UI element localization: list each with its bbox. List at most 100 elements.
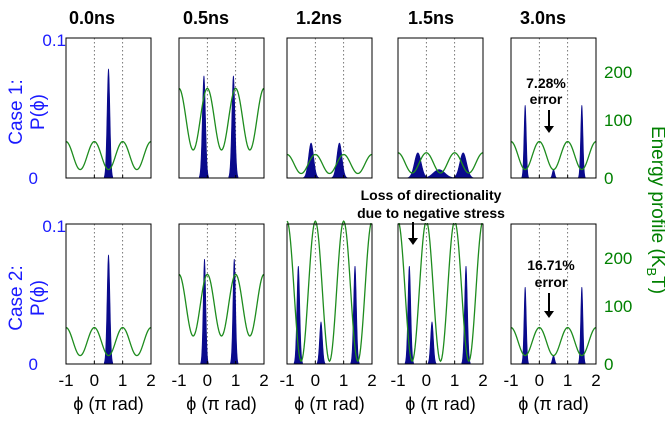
case-label-1: Case 1: xyxy=(6,79,27,144)
x-tick-label: 1 xyxy=(450,371,459,390)
panel-background xyxy=(398,224,483,364)
left-axis-labels: Case 1: P(ϕ) Case 2: P(ϕ) 0.1 0 0.1 0 xyxy=(6,31,66,374)
x-axis-label: ϕ (π rad) xyxy=(405,394,476,414)
energy-profile-line xyxy=(65,326,152,357)
panel-case2-0.5ns xyxy=(178,223,265,365)
x-axis-labels: -1 0 1 2ϕ (π rad)-1 0 1 2ϕ (π rad)-1 0 1 2ϕ (π ra… xyxy=(58,371,600,414)
right-tick-200-1: 200 xyxy=(604,63,632,82)
x-axis-label: ϕ (π rad) xyxy=(518,394,589,414)
x-tick-label: -1 xyxy=(279,371,294,390)
histogram-peak xyxy=(293,265,303,365)
energy-profile-line xyxy=(178,273,265,337)
panel-frame xyxy=(286,223,373,365)
panels xyxy=(65,37,597,365)
panel-frame xyxy=(65,223,152,365)
case2-error-word: error xyxy=(535,274,568,290)
panel-case1-1.5ns xyxy=(397,37,484,179)
col-title: 0.0ns xyxy=(69,8,115,28)
histogram-peak xyxy=(198,75,209,179)
x-tick-label: 0 xyxy=(203,371,212,390)
x-tick-label: 2 xyxy=(591,371,600,390)
energy-profile-line xyxy=(65,140,152,171)
energy-profile-line xyxy=(397,152,484,174)
right-axis-label-sub: B xyxy=(644,267,659,276)
right-tick-100-2: 100 xyxy=(604,297,632,316)
panel-case2-0.0ns xyxy=(65,223,152,365)
x-tick-label: 0 xyxy=(90,371,99,390)
x-tick-label: 2 xyxy=(259,371,268,390)
panel-background xyxy=(179,38,264,178)
histogram-peak xyxy=(350,265,360,365)
col-title: 3.0ns xyxy=(520,8,566,28)
panel-frame xyxy=(178,37,265,179)
right-tick-0-1: 0 xyxy=(604,169,613,188)
histogram-peak xyxy=(230,258,239,365)
col-title: 1.2ns xyxy=(296,8,342,28)
x-axis-label: ϕ (π rad) xyxy=(186,394,257,414)
panel-background xyxy=(287,38,372,178)
histogram-peak xyxy=(521,105,529,179)
x-axis-label: ϕ (π rad) xyxy=(73,394,144,414)
energy-profile-line xyxy=(286,220,373,363)
left-axis-label-2: P(ϕ) xyxy=(28,280,49,316)
panel-case1-0.5ns xyxy=(178,37,265,179)
col-title: 1.5ns xyxy=(408,8,454,28)
left-tick-zero-1: 0 xyxy=(29,169,38,188)
x-tick-label: 0 xyxy=(535,371,544,390)
panel-frame xyxy=(510,37,597,179)
right-axis-label-main: Energy profile (K xyxy=(647,126,665,268)
panel-frame xyxy=(397,223,484,365)
case1-error-arrowhead xyxy=(544,126,554,133)
x-tick-label: -1 xyxy=(58,371,73,390)
x-tick-label: 0 xyxy=(311,371,320,390)
right-axis-label-end: T) xyxy=(647,276,665,294)
panel-case2-1.2ns xyxy=(286,220,373,365)
energy-profile-line xyxy=(510,326,597,357)
col-title: 0.5ns xyxy=(183,8,229,28)
panel-background xyxy=(287,224,372,364)
x-tick-label: 2 xyxy=(367,371,376,390)
x-tick-label: -1 xyxy=(171,371,186,390)
x-tick-label: 2 xyxy=(478,371,487,390)
panel-background xyxy=(398,38,483,178)
panel-case1-3.0ns xyxy=(510,37,597,179)
x-axis-label: ϕ (π rad) xyxy=(294,394,365,414)
histogram-peak xyxy=(316,321,326,365)
annotations: 7.28% error 16.71% error Loss of directi… xyxy=(352,75,575,318)
panel-frame xyxy=(286,37,373,179)
case2-error-arrowhead xyxy=(544,311,554,318)
energy-profile-line xyxy=(510,140,597,171)
panel-case1-1.2ns xyxy=(286,37,373,179)
x-tick-label: 1 xyxy=(118,371,127,390)
x-tick-label: 1 xyxy=(563,371,572,390)
x-tick-label: 1 xyxy=(231,371,240,390)
left-tick-zero-2: 0 xyxy=(29,355,38,374)
panel-case1-0.0ns xyxy=(65,37,152,179)
panel-frame xyxy=(510,223,597,365)
loss-label-background xyxy=(352,185,518,223)
panel-frame xyxy=(397,37,484,179)
loss-line-1: Loss of directionality xyxy=(361,187,502,203)
histogram-peak xyxy=(521,286,529,365)
panel-case2-1.5ns xyxy=(397,220,484,365)
histogram-peak xyxy=(200,258,209,365)
right-tick-100-1: 100 xyxy=(604,111,632,130)
loss-arrowhead xyxy=(408,238,418,245)
x-tick-label: 1 xyxy=(339,371,348,390)
x-tick-label: -1 xyxy=(503,371,518,390)
histogram-peak xyxy=(578,105,586,179)
histogram-peak xyxy=(228,75,239,179)
histogram-peak xyxy=(421,169,457,179)
x-tick-label: 2 xyxy=(146,371,155,390)
panel-frame xyxy=(65,37,152,179)
case-label-2: Case 2: xyxy=(6,265,27,330)
panel-case2-3.0ns xyxy=(510,223,597,365)
energy-profile-line xyxy=(178,87,265,151)
right-axis-labels: 200 100 0 200 100 0 Energy profile (KBT) xyxy=(604,63,665,374)
histogram-peak xyxy=(427,321,437,365)
case1-error-word: error xyxy=(530,91,563,107)
histogram-peak xyxy=(404,265,414,365)
left-axis-label-1: P(ϕ) xyxy=(28,94,49,130)
histogram-peak xyxy=(103,68,114,179)
